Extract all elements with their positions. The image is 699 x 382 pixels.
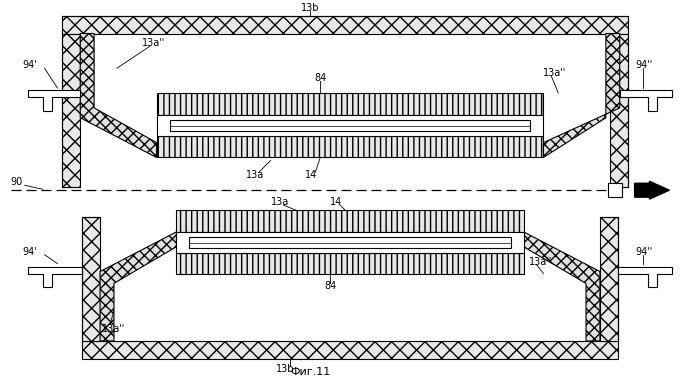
Bar <box>157 136 543 157</box>
Bar <box>157 115 543 136</box>
Bar <box>176 232 524 253</box>
Bar <box>610 34 628 187</box>
FancyArrow shape <box>635 181 670 199</box>
Text: 90: 90 <box>10 177 23 187</box>
Text: 13a: 13a <box>246 170 264 180</box>
Bar <box>80 34 610 187</box>
Text: 13b: 13b <box>276 364 295 374</box>
Bar <box>600 217 618 341</box>
Bar <box>157 93 543 115</box>
Bar <box>82 217 100 341</box>
Polygon shape <box>100 232 176 341</box>
Text: 14: 14 <box>305 170 317 180</box>
Bar <box>169 120 531 131</box>
Bar <box>100 217 600 341</box>
Text: 13a'': 13a'' <box>543 68 567 78</box>
Bar <box>189 237 511 248</box>
Bar <box>62 16 628 34</box>
Bar <box>82 341 618 359</box>
Text: 13a'': 13a'' <box>142 39 165 49</box>
Bar <box>608 183 621 197</box>
Text: 13b: 13b <box>301 3 319 13</box>
Text: 94': 94' <box>23 60 38 70</box>
Text: 94': 94' <box>23 247 38 257</box>
Text: 94'': 94'' <box>635 247 653 257</box>
Polygon shape <box>618 267 672 287</box>
Text: 13a'': 13a'' <box>528 257 552 267</box>
Text: 94'': 94'' <box>635 60 653 70</box>
Text: 13a: 13a <box>271 197 289 207</box>
Polygon shape <box>28 267 82 287</box>
Bar <box>176 210 524 232</box>
Text: 84: 84 <box>314 73 326 83</box>
Polygon shape <box>620 90 672 111</box>
Text: 14: 14 <box>330 197 343 207</box>
Bar <box>62 34 80 187</box>
Polygon shape <box>80 34 157 157</box>
Polygon shape <box>28 90 80 111</box>
Text: 84: 84 <box>324 282 336 291</box>
Text: Фиг.11: Фиг.11 <box>290 367 331 377</box>
Bar <box>176 253 524 275</box>
Text: 13a'': 13a'' <box>102 324 125 334</box>
Polygon shape <box>543 34 620 157</box>
Polygon shape <box>524 232 600 341</box>
